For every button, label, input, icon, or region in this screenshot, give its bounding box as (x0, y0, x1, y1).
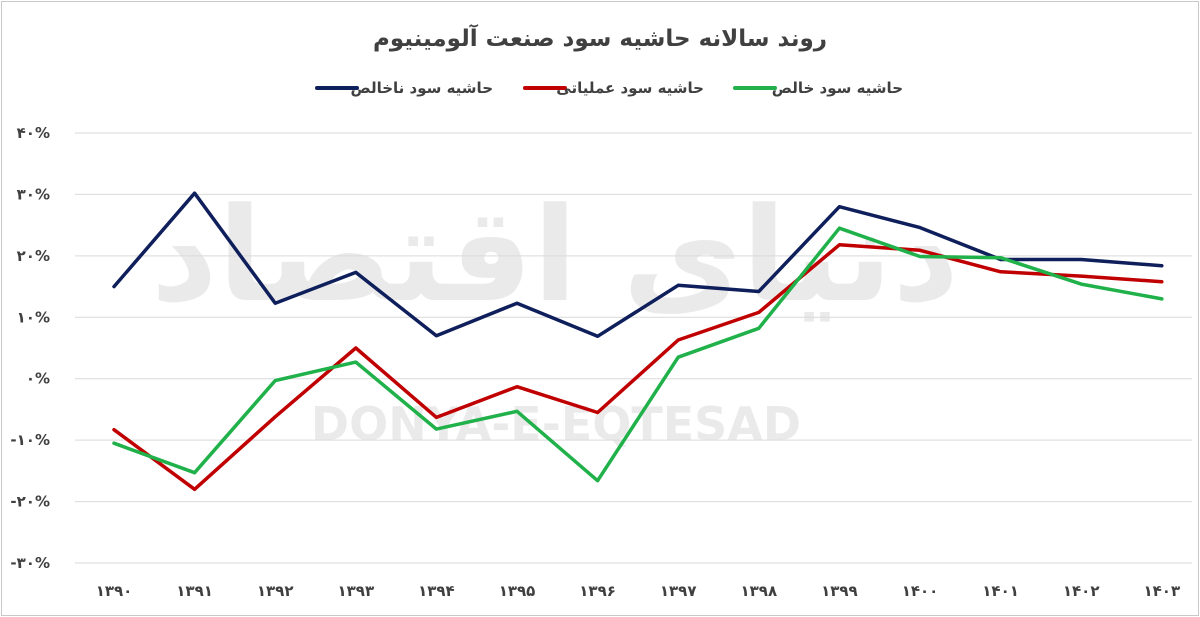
y-tick-label: ۴۰% (17, 124, 50, 142)
x-tick-label: ۱۴۰۲ (1063, 582, 1100, 600)
y-tick-label: -۱۰% (10, 431, 50, 449)
y-tick-label: -۲۰% (10, 493, 50, 511)
watermark-latin-text: DONYA-E-EQTESAD (311, 397, 801, 451)
legend-label-1: حاشیه سود عملیاتی (556, 79, 704, 97)
x-tick-label: ۱۴۰۱ (982, 582, 1019, 600)
y-axis: ۴۰% ۳۰% ۲۰% ۱۰% ۰% -۱۰% -۲۰% -۳۰% (10, 124, 50, 572)
y-tick-label: ۱۰% (17, 308, 50, 326)
y-tick-label: ۳۰% (17, 185, 50, 203)
x-tick-label: ۱۳۹۴ (418, 582, 455, 600)
x-tick-label: ۱۳۹۶ (579, 582, 616, 600)
legend-label-2: حاشیه سود خالص (772, 79, 903, 97)
x-tick-label: ۱۳۹۲ (257, 582, 294, 600)
legend-label-0: حاشیه سود ناخالص (350, 79, 493, 97)
x-tick-label: ۱۳۹۷ (660, 582, 697, 600)
y-tick-label: ۲۰% (17, 247, 50, 265)
x-tick-label: ۱۳۹۹ (821, 582, 858, 600)
x-tick-label: ۱۳۹۵ (499, 582, 536, 600)
x-tick-label: ۱۴۰۰ (902, 582, 939, 600)
x-tick-label: ۱۳۹۳ (337, 582, 374, 600)
series-line-0 (112, 191, 1164, 339)
y-tick-label: ۰% (26, 370, 50, 388)
series-line-1 (112, 243, 1164, 492)
x-tick-label: ۱۴۰۳ (1143, 582, 1180, 600)
legend: حاشیه سود ناخالص حاشیه سود عملیاتی حاشیه س… (315, 79, 903, 97)
y-tick-label: -۳۰% (10, 554, 50, 572)
gridlines (75, 132, 1192, 564)
x-tick-label: ۱۳۹۰ (96, 582, 133, 600)
watermark: دنیای اقتصاد DONYA-E-EQTESAD (151, 179, 959, 451)
series-lines (112, 191, 1164, 492)
watermark-logo-text: دنیای اقتصاد (151, 179, 959, 331)
x-tick-label: ۱۳۹۸ (740, 582, 777, 600)
x-tick-label: ۱۳۹۱ (176, 582, 213, 600)
x-axis: ۱۳۹۰ ۱۳۹۱ ۱۳۹۲ ۱۳۹۳ ۱۳۹۴ ۱۳۹۵ ۱۳۹۶ ۱۳۹۷ ۱۳۹۸ ۱۳۹۹… (96, 582, 1180, 600)
series-line-2 (112, 226, 1164, 483)
chart-title: روند سالانه حاشیه سود صنعت آلومینیوم (373, 23, 827, 52)
